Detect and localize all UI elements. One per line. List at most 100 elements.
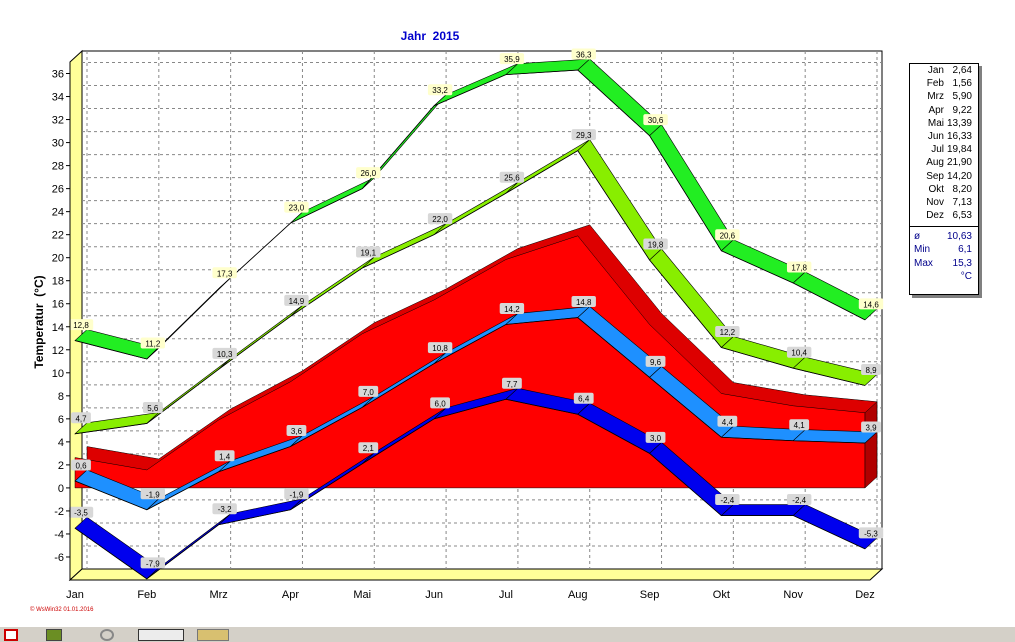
data-label-bg xyxy=(645,431,666,443)
data-label: 6,4 xyxy=(578,395,590,404)
temperature-chart: Jahr 2015 Temperatur (°C) 12,811,217,323… xyxy=(32,29,884,601)
data-label: -2,4 xyxy=(792,496,806,505)
y-tick-label: 22 xyxy=(52,230,64,242)
legend-value: 6,53 xyxy=(952,210,972,222)
chart-title: Jahr 2015 xyxy=(401,29,460,43)
data-label: -2,4 xyxy=(720,496,734,505)
data-label-bg xyxy=(427,213,453,225)
data-label: 5,6 xyxy=(147,404,159,413)
legend-unit-row: °C xyxy=(910,270,978,283)
data-label-bg xyxy=(358,442,379,454)
settings-icon[interactable] xyxy=(100,629,114,641)
data-label: 4,1 xyxy=(794,421,806,430)
data-label: 4,4 xyxy=(722,418,734,427)
legend-row: Sep 14,20 xyxy=(910,170,978,183)
data-label-bg xyxy=(212,267,237,279)
window-icon[interactable] xyxy=(4,629,18,641)
weather-icon[interactable] xyxy=(138,629,184,641)
data-label-bg xyxy=(499,171,525,183)
band-segment-abs_min xyxy=(720,504,806,516)
data-label: 22,0 xyxy=(432,215,448,224)
data-label: -7,9 xyxy=(146,559,160,568)
data-label: 6,0 xyxy=(435,399,447,408)
series-line-abs_min xyxy=(74,398,866,580)
data-label: 3,0 xyxy=(650,434,662,443)
data-label: 10,8 xyxy=(432,344,448,353)
legend-box: Jan 2,64 Feb 1,56 Mrz 5,90 Apr 9,22 Mai 13,39 Jun 1… xyxy=(909,63,979,295)
data-label-bg xyxy=(789,419,810,431)
data-label-bg xyxy=(214,450,235,462)
data-label-bg xyxy=(717,415,738,427)
data-label-bg xyxy=(571,129,596,141)
data-label: 3,9 xyxy=(865,424,877,433)
legend-value: 9,22 xyxy=(952,104,972,116)
data-label: 20,6 xyxy=(720,231,736,240)
data-label-bg xyxy=(571,48,596,60)
data-label: 19,1 xyxy=(360,249,376,258)
x-tick-label: Jul xyxy=(499,589,513,601)
data-label: 30,6 xyxy=(648,116,664,125)
data-label: 14,6 xyxy=(863,300,879,309)
data-label: -3,2 xyxy=(218,505,232,514)
x-tick-label: Jan xyxy=(66,589,84,601)
data-label-bg xyxy=(284,488,309,500)
x-tick-label: Aug xyxy=(568,589,588,601)
data-label: 0,6 xyxy=(75,462,87,471)
data-label: 12,2 xyxy=(720,328,736,337)
legend-month: Jul xyxy=(931,144,944,156)
legend-max-label: Max xyxy=(914,257,933,269)
y-tick-label: 0 xyxy=(58,483,64,495)
x-tick-label: Apr xyxy=(282,589,299,601)
y-tick-label: -4 xyxy=(54,529,64,541)
legend-month: Aug xyxy=(926,157,944,169)
red-area-side xyxy=(864,401,878,489)
data-label-bg xyxy=(571,296,596,308)
data-label-bg xyxy=(786,346,812,358)
legend-row: Mai 13,39 xyxy=(910,117,978,130)
y-tick-label: 26 xyxy=(52,184,64,196)
data-label-bg xyxy=(502,377,522,389)
data-label-bg xyxy=(358,385,379,397)
y-tick-label: 24 xyxy=(52,207,64,219)
data-label-bg xyxy=(499,53,525,65)
data-label-bg xyxy=(858,527,884,539)
legend-month: Okt xyxy=(928,183,944,195)
legend-value: 13,39 xyxy=(946,117,972,129)
series-line-mean_max xyxy=(74,150,866,435)
red-area xyxy=(74,235,866,489)
x-tick-label: Mrz xyxy=(209,589,227,601)
legend-min-value: 6,1 xyxy=(958,244,972,256)
y-tick-label: 6 xyxy=(58,414,64,426)
gear-icon[interactable] xyxy=(46,629,62,641)
data-label-bg xyxy=(499,302,525,314)
data-label: -5,3 xyxy=(864,529,878,538)
data-label: 10,4 xyxy=(791,349,807,358)
legend-min-label: Min xyxy=(914,244,931,256)
data-label-bg xyxy=(427,342,453,354)
legend-month: Feb xyxy=(926,78,944,90)
legend-min-row: Min 6,1 xyxy=(910,243,978,256)
data-label: 1,4 xyxy=(219,452,231,461)
legend-month: Dez xyxy=(926,210,944,222)
y-tick-label: 28 xyxy=(52,161,64,173)
data-label: 14,8 xyxy=(576,298,592,307)
folder-icon[interactable] xyxy=(197,629,229,641)
data-label-bg xyxy=(212,347,237,359)
data-label-bg xyxy=(861,363,881,375)
legend-month: Apr xyxy=(928,104,944,116)
data-label-bg xyxy=(643,114,668,126)
footer-copyright: © WsWin32 01.01.2016 xyxy=(30,607,94,613)
legend-value: 7,13 xyxy=(952,196,972,208)
data-label: 17,8 xyxy=(791,264,807,273)
data-label-bg xyxy=(71,412,91,424)
data-label: 23,0 xyxy=(289,204,305,213)
data-label: -1,9 xyxy=(290,490,304,499)
data-label-bg xyxy=(284,201,309,213)
y-tick-label: 20 xyxy=(52,253,64,265)
data-label: 2,1 xyxy=(363,444,375,453)
y-tick-label: 30 xyxy=(52,138,64,150)
legend-unit: °C xyxy=(960,270,972,282)
data-label: 7,7 xyxy=(506,380,518,389)
legend-value: 8,20 xyxy=(952,183,972,195)
data-label: 25,6 xyxy=(504,174,520,183)
